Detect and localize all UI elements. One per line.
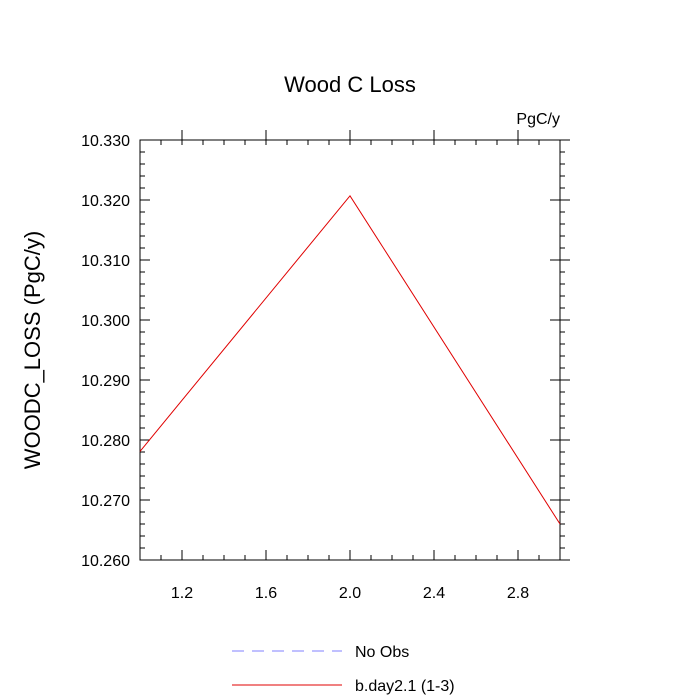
x-tick-label: 2.8	[507, 585, 529, 602]
chart-title: Wood C Loss	[284, 72, 416, 97]
legend-label: b.day2.1 (1-3)	[355, 678, 455, 695]
y-tick-label: 10.330	[81, 133, 130, 150]
y-tick-label: 10.280	[81, 433, 130, 450]
y-tick-label: 10.300	[81, 313, 130, 330]
y-tick-label: 10.270	[81, 493, 130, 510]
y-tick-label: 10.260	[81, 553, 130, 570]
legend-label: No Obs	[355, 644, 409, 661]
units-label: PgC/y	[516, 111, 560, 128]
x-tick-label: 2.4	[423, 585, 445, 602]
legend: No Obs b.day2.1 (1-3)	[232, 644, 455, 695]
y-tick-label: 10.310	[81, 253, 130, 270]
axes: 1.2 1.6 2.0 2.4 2.8 10.260 10.270 10.280 10.290 1…	[81, 130, 570, 602]
y-tick-label: 10.290	[81, 373, 130, 390]
series-line	[139, 194, 561, 525]
x-tick-label: 2.0	[339, 585, 361, 602]
series-layer	[139, 194, 561, 525]
x-tick-label: 1.2	[171, 585, 193, 602]
y-axis-label: WOODC_LOSS (PgC/y)	[20, 231, 45, 469]
y-tick-label: 10.320	[81, 193, 130, 210]
plot-frame	[139, 139, 561, 561]
x-tick-label: 1.6	[255, 585, 277, 602]
